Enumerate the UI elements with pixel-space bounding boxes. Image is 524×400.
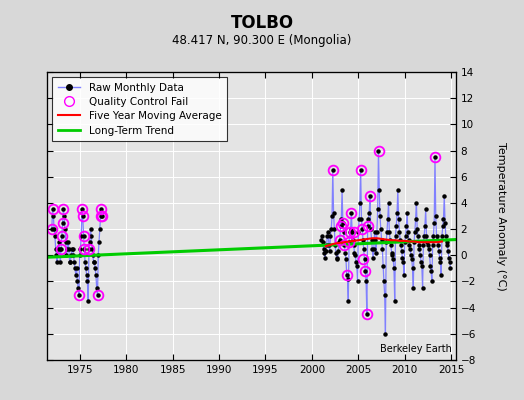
Text: Berkeley Earth: Berkeley Earth: [380, 344, 452, 354]
Legend: Raw Monthly Data, Quality Control Fail, Five Year Moving Average, Long-Term Tren: Raw Monthly Data, Quality Control Fail, …: [52, 77, 227, 141]
Text: 48.417 N, 90.300 E (Mongolia): 48.417 N, 90.300 E (Mongolia): [172, 34, 352, 47]
Text: TOLBO: TOLBO: [231, 14, 293, 32]
Y-axis label: Temperature Anomaly (°C): Temperature Anomaly (°C): [496, 142, 506, 290]
